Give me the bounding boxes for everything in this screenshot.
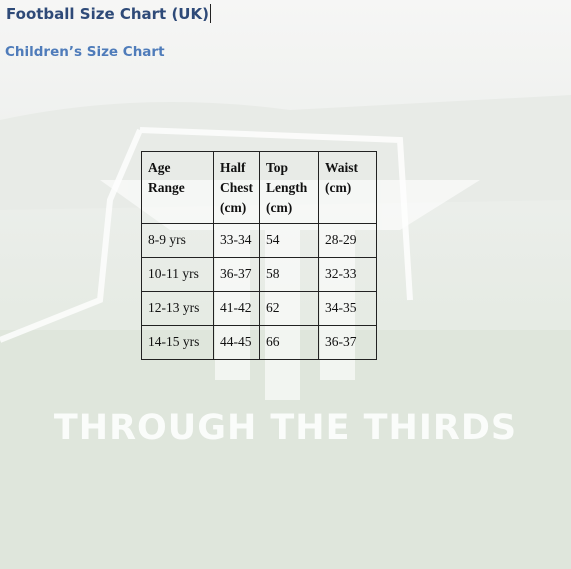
table-cell: 10-11 yrs: [141, 257, 214, 292]
title: Football Size Chart (UK): [6, 4, 211, 23]
header-row: Age Range Half Chest (cm) Top Length (cm) W…: [141, 151, 377, 224]
size-table: Age Range Half Chest (cm) Top Length (cm) W…: [141, 151, 377, 360]
table-cell: 54: [259, 223, 319, 258]
table-cell: 41-42: [213, 291, 260, 326]
table-cell: 62: [259, 291, 319, 326]
title-text: Football Size Chart (UK): [6, 5, 209, 23]
table-row: 14-15 yrs 44-45 66 36-37: [141, 325, 377, 360]
table-row: 8-9 yrs 33-34 54 28-29: [141, 223, 377, 258]
subtitle: Children’s Size Chart: [5, 44, 165, 60]
text-cursor: [209, 4, 211, 23]
table-cell: 34-35: [318, 291, 377, 326]
table-cell: 33-34: [213, 223, 260, 258]
table-row: 12-13 yrs 41-42 62 34-35: [141, 291, 377, 326]
column-header: Age Range: [141, 151, 214, 224]
column-header: Half Chest (cm): [213, 151, 260, 224]
table-cell: 36-37: [213, 257, 260, 292]
table-cell: 8-9 yrs: [141, 223, 214, 258]
table-cell: 66: [259, 325, 319, 360]
column-header: Waist (cm): [318, 151, 377, 224]
table-cell: 58: [259, 257, 319, 292]
table-cell: 12-13 yrs: [141, 291, 214, 326]
table-cell: 36-37: [318, 325, 377, 360]
table-cell: 14-15 yrs: [141, 325, 214, 360]
table-cell: 32-33: [318, 257, 377, 292]
table-row: 10-11 yrs 36-37 58 32-33: [141, 257, 377, 292]
table-cell: 28-29: [318, 223, 377, 258]
column-header: Top Length (cm): [259, 151, 319, 224]
watermark: THROUGH THE THIRDS: [53, 408, 518, 448]
table-cell: 44-45: [213, 325, 260, 360]
